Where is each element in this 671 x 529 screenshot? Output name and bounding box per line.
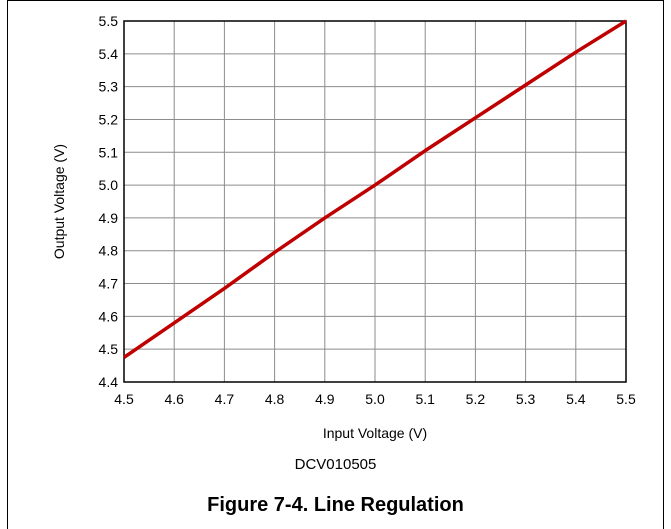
x-tick-label: 5.3	[516, 391, 536, 407]
y-tick-label: 5.4	[99, 46, 119, 62]
y-tick-label: 4.6	[99, 308, 119, 324]
y-tick-label: 4.7	[99, 276, 119, 292]
y-tick-label: 5.3	[99, 79, 119, 95]
line-regulation-chart: 4.5 4.6 4.7 4.8 4.9 5.0 5.1 5.2 5.3 5.4 5.5 4.44.5…	[51, 13, 636, 441]
x-tick-label: 5.2	[466, 391, 486, 407]
x-tick-label: 5.5	[616, 391, 636, 407]
y-axis-label: Output Voltage (V)	[51, 144, 67, 259]
figure-frame-left	[7, 0, 8, 529]
device-label: DCV010505	[294, 456, 377, 473]
y-tick-label: 4.4	[99, 374, 119, 390]
series-group	[123, 19, 627, 359]
y-tick-label: 5.5	[99, 13, 119, 29]
x-tick-label: 4.8	[265, 391, 285, 407]
figure-frame-right	[663, 0, 664, 529]
x-tick-label: 5.1	[415, 391, 435, 407]
figure-title: Figure 7-4. Line Regulation	[207, 494, 464, 516]
x-tick-label: 4.6	[164, 391, 184, 407]
series-line	[123, 19, 627, 359]
y-tick-label: 5.2	[99, 111, 119, 127]
x-tick-label: 4.5	[114, 391, 134, 407]
chart-grid	[123, 20, 627, 383]
x-tick-label: 5.0	[365, 391, 385, 407]
y-tick-label: 5.1	[99, 144, 119, 160]
y-tick-label: 4.5	[99, 341, 119, 357]
y-tick-label: 4.9	[99, 210, 119, 226]
plot-area-border	[123, 20, 627, 383]
y-tick-label: 5.0	[99, 177, 119, 193]
x-axis-label: Input Voltage (V)	[323, 425, 427, 441]
y-tick-labels: 4.4 4.5 4.6 4.7 4.8 4.9 5.0 5.1 5.2 5.3 5.4 5.5	[99, 13, 119, 390]
x-tick-labels: 4.5 4.6 4.7 4.8 4.9 5.0 5.1 5.2 5.3 5.4 5.5	[114, 391, 636, 407]
y-tick-label: 4.8	[99, 243, 119, 259]
x-tick-label: 4.9	[315, 391, 335, 407]
x-tick-label: 4.7	[215, 391, 235, 407]
x-tick-label: 5.4	[566, 391, 586, 407]
figure-frame-top	[7, 0, 664, 1]
